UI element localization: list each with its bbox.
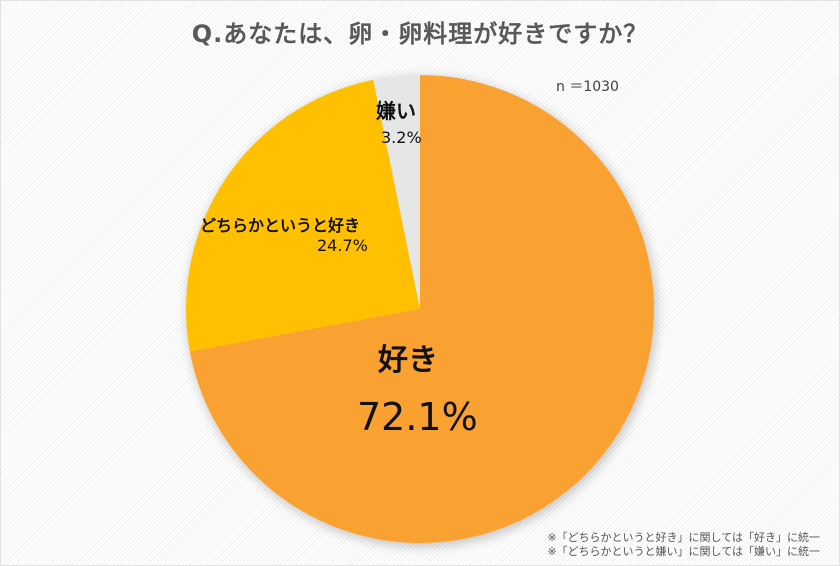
slice-value-somewhat-like: 24.7% — [317, 236, 368, 255]
footnote-2: ※「どちらかというと嫌い」に関しては「嫌い」に統一 — [547, 545, 820, 558]
slice-label-dislike: 嫌い — [376, 99, 416, 123]
slice-dislike — [373, 75, 420, 309]
chart-title: Q.あなたは、卵・卵料理が好きですか？ — [191, 20, 649, 48]
slice-label-like: 好き — [378, 343, 438, 378]
slice-like — [189, 75, 654, 543]
footnote-1: ※「どちらかというと好き」に関しては「好き」に統一 — [547, 531, 820, 544]
slice-value-like: 72.1% — [357, 395, 478, 439]
sample-size-label: n ＝1030 — [556, 79, 619, 95]
footnotes: ※「どちらかというと好き」に関しては「好き」に統一 ※「どちらかというと嫌い」に… — [547, 531, 820, 559]
slice-somewhat-like — [186, 79, 420, 352]
slice-value-dislike: 3.2% — [381, 128, 422, 147]
slice-label-somewhat-like: どちらかというと好き — [200, 216, 361, 235]
